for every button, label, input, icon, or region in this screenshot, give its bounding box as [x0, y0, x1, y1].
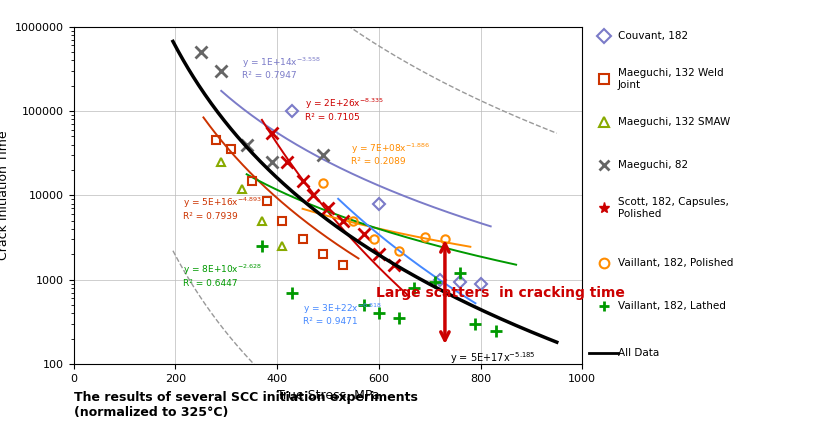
- Text: Large scatters  in cracking time: Large scatters in cracking time: [376, 286, 624, 300]
- Text: y = 7E+08x$^{-1.886}$
R² = 0.2089: y = 7E+08x$^{-1.886}$ R² = 0.2089: [351, 142, 430, 166]
- Text: y = 3E+22x$^{-6.818}$
R² = 0.9471: y = 3E+22x$^{-6.818}$ R² = 0.9471: [302, 301, 381, 326]
- Text: Vaillant, 182, Lathed: Vaillant, 182, Lathed: [618, 301, 725, 311]
- X-axis label: True Stress, MPa: True Stress, MPa: [276, 389, 379, 402]
- Y-axis label: Crack Initiation Time: Crack Initiation Time: [0, 131, 10, 260]
- Text: Maeguchi, 132 SMAW: Maeguchi, 132 SMAW: [618, 117, 729, 127]
- Text: Maeguchi, 132 Weld
Joint: Maeguchi, 132 Weld Joint: [618, 68, 722, 90]
- Text: y = 5E+16x$^{-4.893}$
R² = 0.7939: y = 5E+16x$^{-4.893}$ R² = 0.7939: [183, 196, 262, 221]
- Text: Maeguchi, 82: Maeguchi, 82: [618, 160, 687, 170]
- Text: Vaillant, 182, Polished: Vaillant, 182, Polished: [618, 258, 732, 268]
- Text: Scott, 182, Capsules,
Polished: Scott, 182, Capsules, Polished: [618, 197, 728, 219]
- Text: y = 2E+26x$^{-8.335}$
R² = 0.7105: y = 2E+26x$^{-8.335}$ R² = 0.7105: [305, 97, 384, 122]
- Text: All Data: All Data: [618, 348, 658, 358]
- Text: Couvant, 182: Couvant, 182: [618, 31, 687, 41]
- Text: y = 5E+17x$^{-5.185}$: y = 5E+17x$^{-5.185}$: [450, 350, 535, 366]
- Text: The results of several SCC initiation experiments
(normalized to 325°C): The results of several SCC initiation ex…: [74, 391, 417, 419]
- Text: y = 8E+10x$^{-2.628}$
R² = 0.6447: y = 8E+10x$^{-2.628}$ R² = 0.6447: [183, 263, 262, 288]
- Text: y = 1E+14x$^{-3.558}$
R² = 0.7947: y = 1E+14x$^{-3.558}$ R² = 0.7947: [242, 56, 320, 80]
